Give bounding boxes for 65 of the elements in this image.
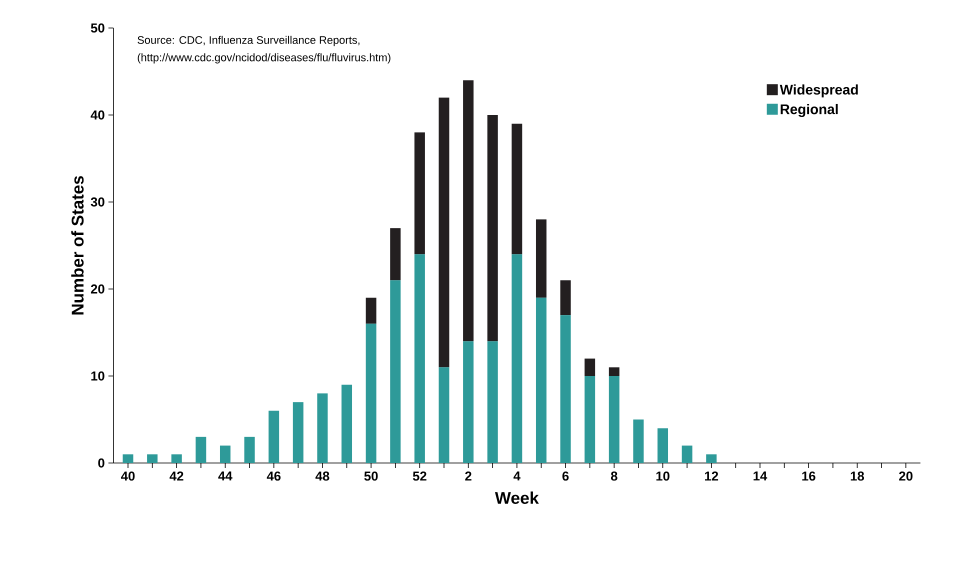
bar — [633, 420, 644, 463]
x-tick-label: 16 — [802, 472, 816, 481]
bar — [512, 254, 522, 463]
bar — [317, 393, 328, 463]
x-tick-label: 20 — [899, 472, 913, 481]
bar — [560, 280, 571, 316]
y-tick-label: 50 — [90, 23, 104, 33]
x-tick-label: 10 — [656, 472, 670, 481]
bar — [536, 219, 546, 298]
bar — [342, 384, 352, 463]
bar — [366, 298, 376, 324]
bar — [560, 315, 571, 463]
bar — [487, 341, 498, 463]
bar — [682, 446, 692, 463]
bar — [414, 254, 425, 463]
annotation: Source: CDC, Influenza Surveillance Reports, — [138, 36, 360, 46]
x-tick-label: 12 — [704, 472, 718, 481]
x-tick-label: 48 — [315, 472, 330, 481]
bar — [608, 367, 620, 376]
bar — [438, 98, 450, 368]
y-tick-label: 20 — [90, 284, 104, 294]
bar — [584, 376, 596, 463]
bar — [390, 280, 401, 463]
bar — [147, 454, 158, 463]
bar — [414, 132, 425, 254]
x-tick-label: 8 — [610, 472, 618, 481]
bar — [608, 376, 620, 463]
bar — [706, 454, 717, 463]
legend-label: Widespread — [780, 84, 858, 98]
bar — [536, 298, 546, 463]
bar — [196, 436, 206, 463]
x-tick-label: 14 — [754, 472, 768, 480]
y-tick-label: 0 — [98, 458, 104, 468]
y-tick-label: 40 — [90, 110, 104, 120]
bar — [366, 324, 376, 463]
x-tick-label: 46 — [266, 472, 281, 481]
x-axis-title: Week — [494, 492, 539, 504]
y-tick-label: 30 — [90, 197, 104, 207]
x-tick-label: 50 — [364, 472, 378, 481]
bar — [487, 114, 498, 342]
bar — [268, 410, 280, 463]
bar — [220, 446, 230, 463]
annotation: (http://www.cdc.gov/ncidod/diseases/flu/fluvirus.htm) — [138, 53, 390, 64]
bar — [244, 436, 255, 463]
x-tick-label: 18 — [850, 472, 864, 481]
x-tick-label: 6 — [562, 472, 569, 481]
bar — [463, 341, 474, 463]
y-tick-label: 10 — [91, 371, 104, 381]
x-tick-label: 2 — [465, 472, 472, 481]
x-tick-label: 42 — [170, 472, 184, 481]
x-tick-label: 4 — [514, 472, 520, 480]
bar — [122, 454, 134, 463]
legend-label: Regional — [780, 104, 838, 118]
x-tick-label: 52 — [412, 472, 426, 481]
bar — [463, 80, 474, 342]
bar — [438, 367, 450, 463]
bar — [584, 358, 596, 376]
bar — [390, 228, 401, 280]
bar — [658, 428, 668, 463]
bar — [292, 402, 304, 463]
x-tick-label: 44 — [218, 472, 232, 480]
y-axis-title: Number of States — [71, 176, 84, 314]
x-tick-label: 40 — [121, 472, 135, 481]
bar — [171, 454, 182, 463]
bar — [512, 124, 522, 254]
